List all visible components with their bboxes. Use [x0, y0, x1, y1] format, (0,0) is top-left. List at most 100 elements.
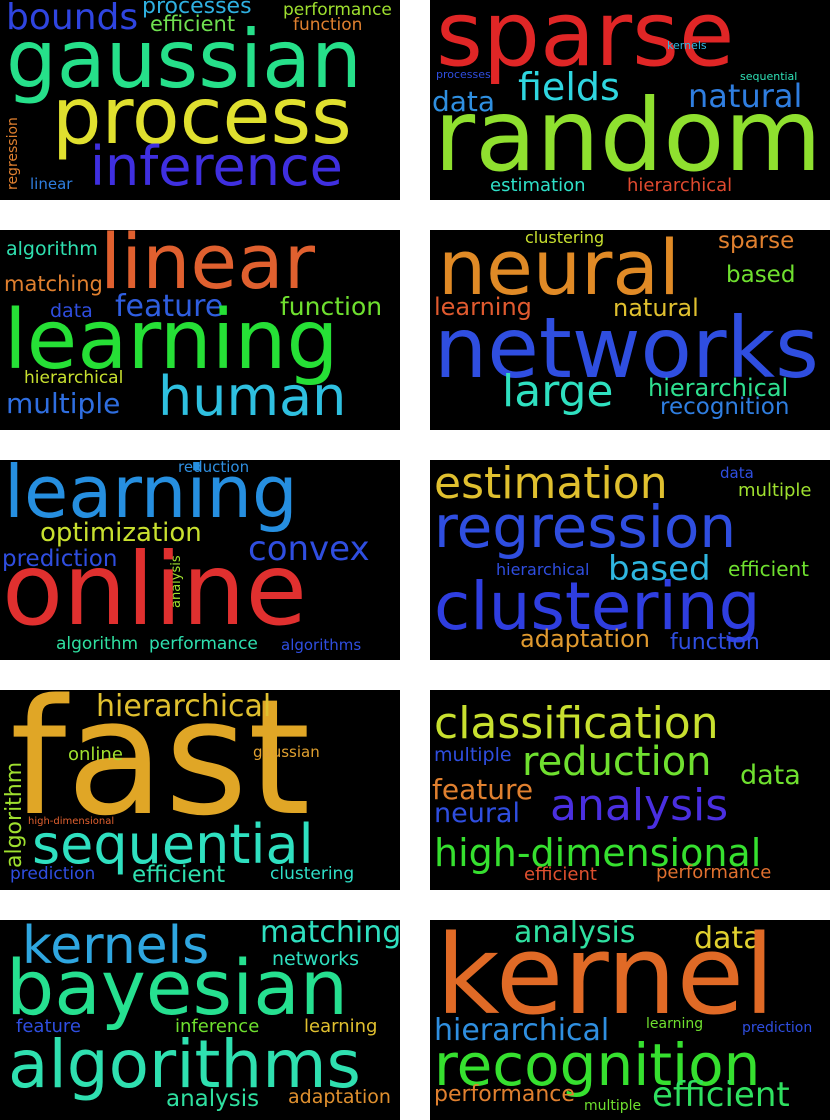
word: efficient	[524, 864, 597, 885]
word: data	[694, 921, 762, 956]
word: learning	[4, 460, 298, 534]
word: efficient	[728, 557, 810, 581]
word: prediction	[742, 1020, 813, 1036]
word: performance	[149, 634, 258, 654]
word: clustering	[270, 864, 355, 884]
word: learning	[304, 1016, 378, 1037]
word: feature	[115, 289, 224, 324]
word: prediction	[10, 864, 96, 884]
word: learning	[434, 293, 532, 321]
word: feature	[16, 1016, 81, 1037]
word: analysis	[166, 1086, 260, 1112]
word: natural	[613, 294, 699, 322]
word: hierarchical	[496, 560, 590, 579]
word-cloud-panel: classification multiple reduction data f…	[430, 690, 830, 890]
word: algorithms	[281, 636, 362, 654]
word: sparse	[718, 230, 795, 254]
word: clustering	[525, 230, 605, 247]
word: prediction	[2, 546, 118, 572]
word: algorithm	[56, 634, 139, 654]
word-cloud-panel: estimation data multiple regression hier…	[430, 460, 830, 660]
word: feature	[432, 773, 534, 806]
word: efficient	[132, 862, 226, 888]
word: multiple	[6, 387, 121, 420]
word: hierarchical	[24, 368, 124, 388]
word: random	[434, 77, 822, 194]
word: kernel	[436, 920, 775, 1039]
word: efficient	[652, 1075, 790, 1115]
word-cloud-panel: bounds processes performance efficient f…	[0, 0, 400, 200]
word: analysis	[514, 920, 636, 950]
word: gaussian	[253, 743, 320, 761]
word: efficient	[150, 12, 236, 36]
word: kernels	[667, 39, 707, 52]
word: multiple	[738, 480, 812, 501]
word: matching	[260, 920, 400, 950]
word: networks	[272, 948, 360, 970]
word: high-dimensional	[434, 831, 762, 875]
word: algorithm	[2, 761, 27, 868]
word: reduction	[178, 460, 250, 476]
word: function	[293, 15, 363, 35]
word: neural	[434, 798, 520, 829]
word: clustering	[434, 568, 761, 645]
word: data	[740, 760, 801, 791]
word: algorithms	[8, 1026, 361, 1103]
word-cloud-panel: kernels matching networks bayesian featu…	[0, 920, 400, 1120]
word: learning	[646, 1016, 704, 1032]
word: fast	[10, 690, 311, 851]
word: processes	[142, 0, 252, 19]
word: gaussian	[6, 13, 362, 106]
word: online	[68, 744, 123, 765]
word: data	[720, 464, 754, 482]
word: linear	[30, 175, 73, 193]
word: recognition	[434, 1031, 761, 1099]
word: classification	[434, 698, 719, 749]
word: multiple	[434, 744, 512, 766]
word-cloud-panel: analysis data kernel hierarchical learni…	[430, 920, 830, 1120]
word: bounds	[6, 0, 139, 38]
word: adaptation	[288, 1086, 391, 1108]
word: performance	[283, 0, 392, 20]
word: estimation	[434, 460, 668, 509]
word: performance	[434, 1082, 575, 1107]
word: high-dimensional	[28, 816, 115, 827]
word: multiple	[584, 1098, 642, 1114]
word: sequential	[32, 813, 314, 876]
word: function	[670, 630, 760, 655]
word: learning	[4, 293, 339, 388]
word: analysis	[550, 780, 729, 831]
word: human	[158, 365, 347, 428]
word: inference	[90, 135, 343, 198]
word: kernels	[22, 920, 210, 976]
word: regression	[5, 117, 21, 190]
word: recognition	[660, 394, 790, 420]
word: fields	[518, 65, 620, 109]
word: data	[50, 300, 93, 322]
word: large	[502, 366, 614, 417]
word: performance	[656, 862, 772, 883]
word: online	[2, 531, 308, 648]
word: adaptation	[520, 625, 650, 653]
word: hierarchical	[627, 175, 733, 196]
word: data	[432, 85, 496, 118]
word: process	[52, 72, 352, 162]
word: natural	[688, 77, 803, 115]
word: based	[608, 549, 711, 589]
word-cloud-panel: clustering sparse neural based learning …	[430, 230, 830, 430]
word: based	[726, 262, 796, 288]
word: neural	[438, 230, 681, 312]
word: linear	[100, 230, 315, 306]
word-cloud-panel: reduction learning optimization convex p…	[0, 460, 400, 660]
word: estimation	[490, 175, 586, 196]
word: networks	[434, 299, 819, 397]
word-cloud-panel: sparse kernels processes sequential fiel…	[430, 0, 830, 200]
word: hierarchical	[434, 1013, 610, 1048]
word: algorithm	[6, 238, 98, 260]
word: optimization	[40, 518, 202, 548]
word: regression	[434, 493, 737, 561]
word-cloud-panel: algorithm linear matching data feature f…	[0, 230, 400, 430]
word: hierarchical	[648, 374, 789, 402]
word: sequential	[740, 70, 798, 83]
word: hierarchical	[96, 690, 272, 724]
